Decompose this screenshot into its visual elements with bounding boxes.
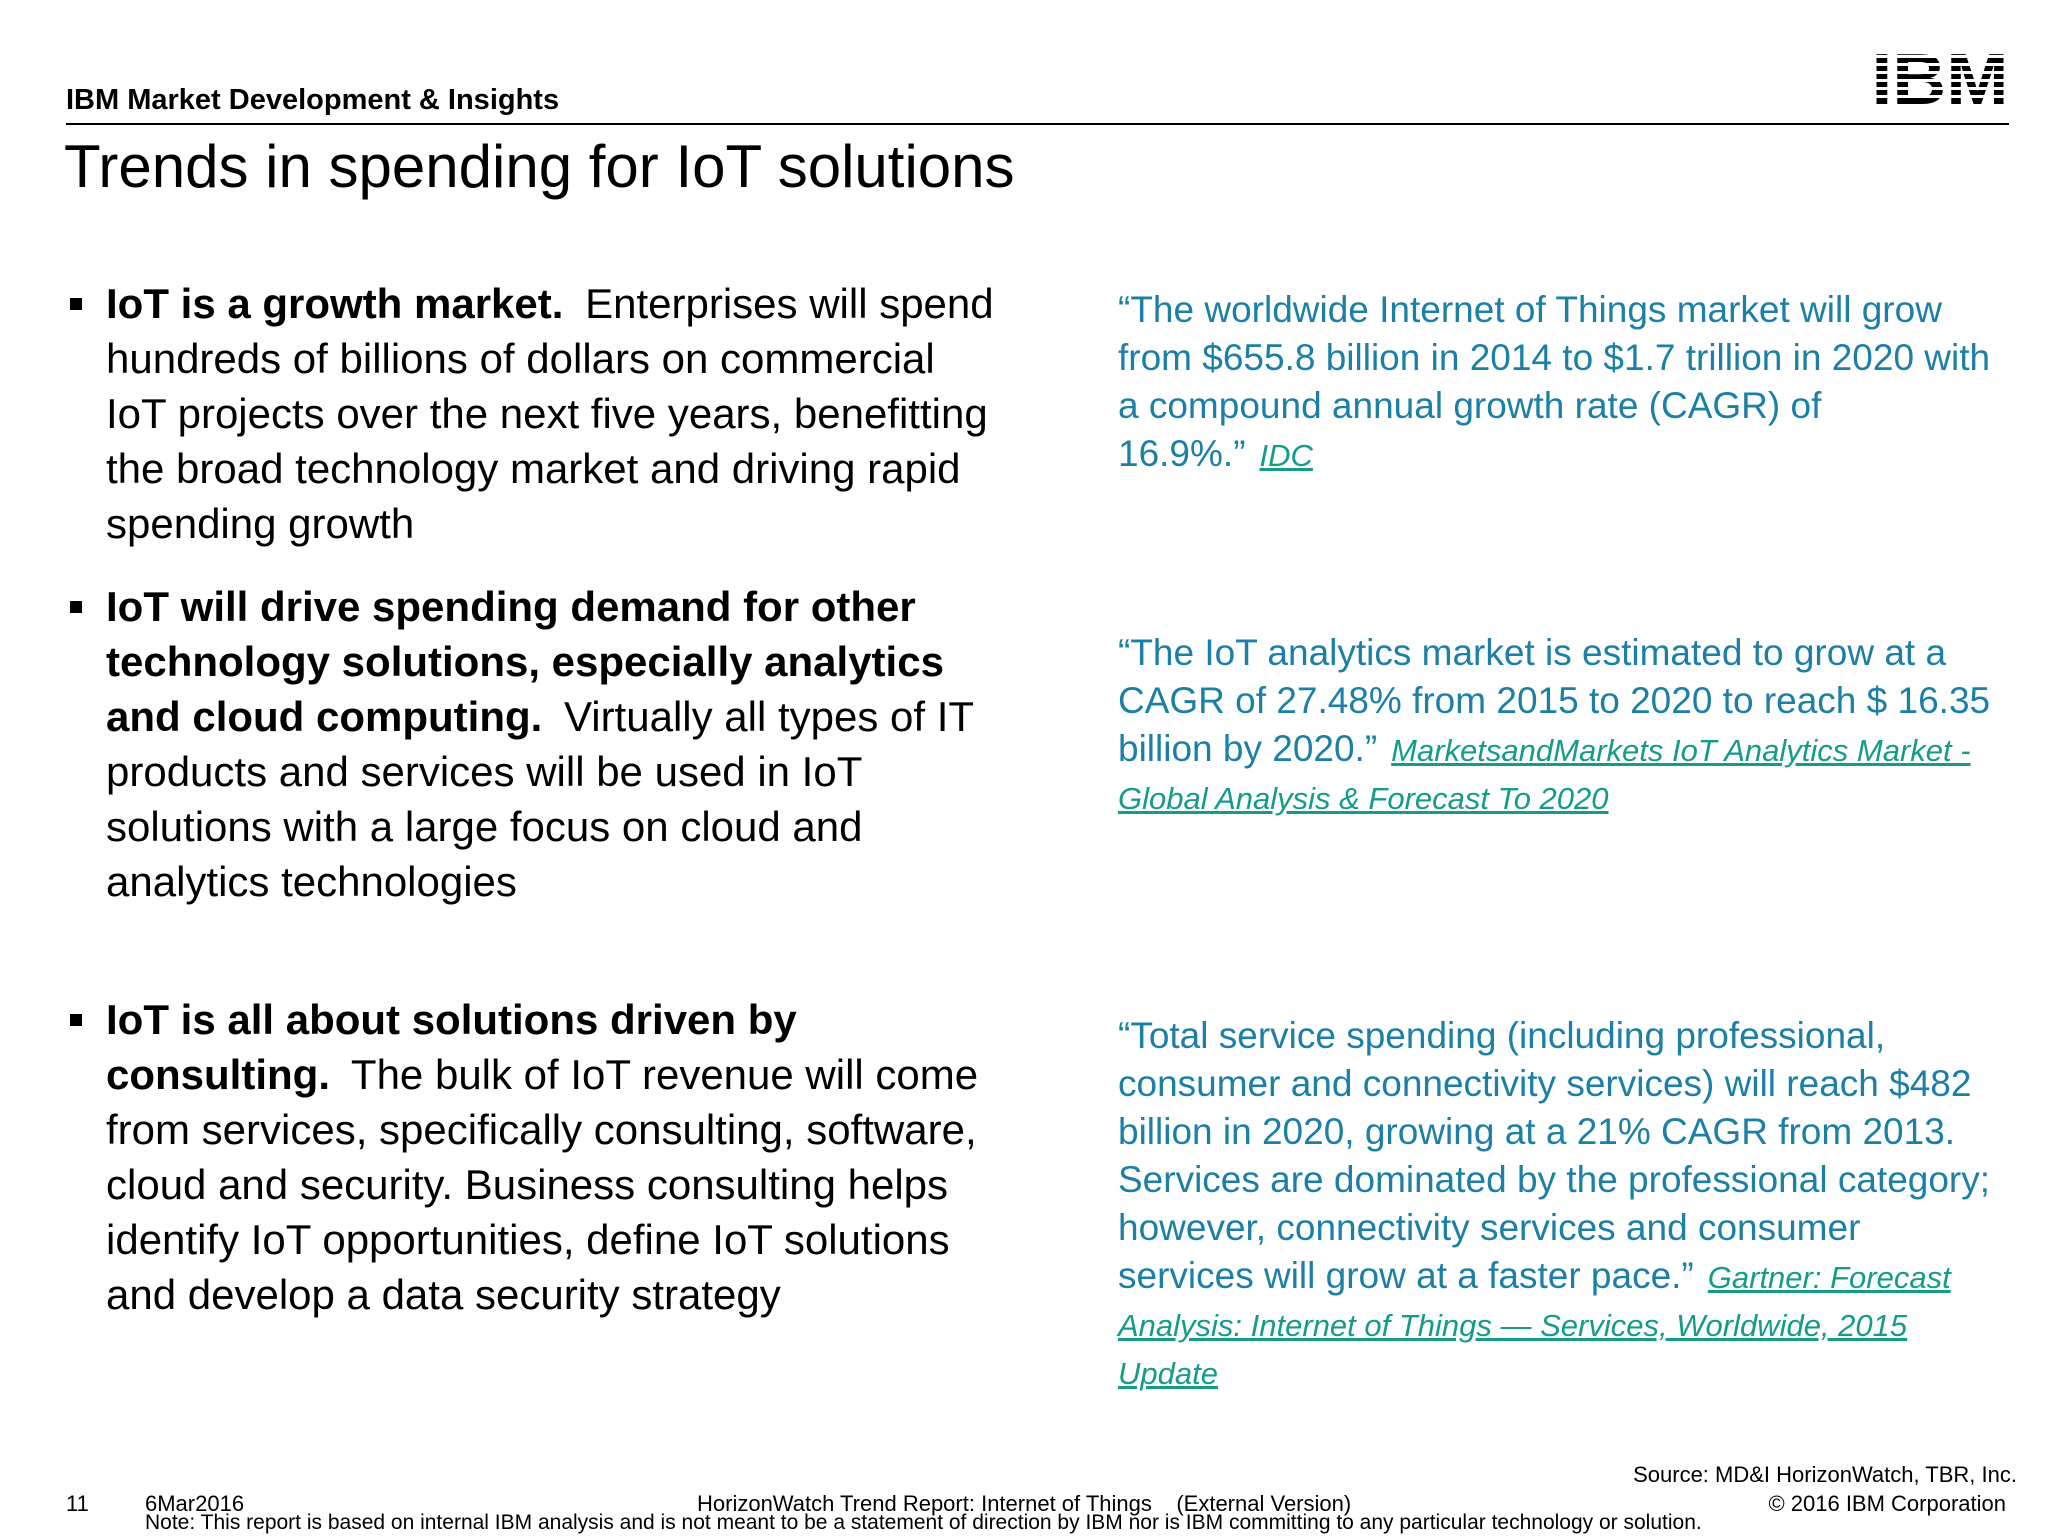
bullet: IoT is all about solutions driven by con… xyxy=(70,992,1006,1322)
quote-source[interactable]: MarketsandMarkets IoT Analytics Market -… xyxy=(1118,733,1971,816)
source-note: Source: MD&I HorizonWatch, TBR, Inc. xyxy=(1633,1462,2017,1487)
ibm-logo: IBM xyxy=(1872,46,2009,108)
bullet: IoT will drive spending demand for other… xyxy=(70,579,1006,909)
quote-source[interactable]: Gartner: Forecast Analysis: Internet of … xyxy=(1118,1260,1951,1391)
quote-text: “Total service spending (including profe… xyxy=(1118,1015,1991,1296)
bullet-body: The bulk of IoT revenue will come from s… xyxy=(106,1051,979,1318)
bullet: IoT is a growth market. Enterprises will… xyxy=(70,276,1006,551)
date: 6Mar2016 xyxy=(145,1491,245,1516)
org-name: IBM Market Development & Insights xyxy=(66,84,560,116)
disclaimer: Note: This report is based on internal I… xyxy=(145,1511,1702,1534)
quote-source[interactable]: IDC xyxy=(1259,438,1313,473)
logo-stripes xyxy=(1872,55,2009,98)
bullet-lead: IoT will drive spending demand for other… xyxy=(106,583,944,740)
bullet-lead: IoT is a growth market. xyxy=(106,280,564,327)
quote-text: “The IoT analytics market is estimated t… xyxy=(1118,632,1991,769)
bullet-lead: IoT is all about solutions driven by con… xyxy=(106,996,797,1098)
page-number: 11 xyxy=(66,1491,89,1516)
quote: “The IoT analytics market is estimated t… xyxy=(1118,629,1998,821)
quote-text: “The worldwide Internet of Things market… xyxy=(1118,289,1991,474)
copyright: © 2016 IBM Corporation xyxy=(1768,1491,2006,1516)
bullet-body: Enterprises will spend hundreds of billi… xyxy=(106,280,994,547)
quote: “The worldwide Internet of Things market… xyxy=(1118,286,1998,478)
quote: “Total service spending (including profe… xyxy=(1118,1012,1998,1396)
slide-title: Trends in spending for IoT solutions xyxy=(64,133,1015,200)
report-name: HorizonWatch Trend Report: Internet of T… xyxy=(697,1491,1352,1516)
header-rule xyxy=(66,123,2009,125)
bullet-body: Virtually all types of IT products and s… xyxy=(106,693,974,905)
